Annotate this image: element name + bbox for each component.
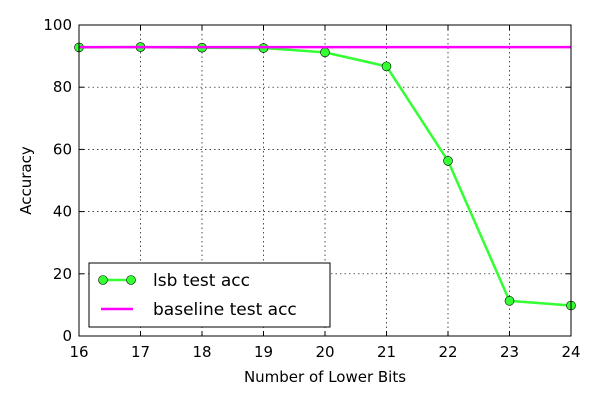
data-point-lsb	[504, 296, 515, 306]
legend-marker-lsb	[98, 275, 108, 285]
legend: lsb test acc baseline test acc	[88, 262, 331, 328]
x-tick-label: 18	[192, 343, 211, 361]
data-point-lsb	[443, 156, 453, 166]
y-tick-label: 60	[53, 140, 72, 158]
x-tick-label: 19	[254, 343, 273, 361]
x-tick-label: 17	[131, 343, 150, 361]
x-axis-ticks: 16 17 18 19 20 21 22 23 24	[69, 25, 581, 361]
legend-label-lsb: lsb test acc	[153, 271, 250, 291]
y-tick-label: 0	[62, 327, 72, 345]
data-point-lsb	[320, 47, 330, 58]
legend-marker-lsb	[126, 275, 136, 285]
y-axis-ticks: 0 20 40 60 80 100	[43, 16, 571, 345]
x-tick-label: 16	[69, 343, 88, 361]
series-layer	[74, 42, 576, 311]
y-tick-label: 100	[43, 16, 72, 34]
x-tick-label: 21	[377, 343, 396, 361]
y-tick-label: 20	[53, 265, 72, 283]
x-tick-label: 20	[315, 343, 334, 361]
legend-label-baseline: baseline test acc	[153, 300, 297, 320]
x-axis-label: Number of Lower Bits	[244, 368, 406, 386]
y-tick-label: 40	[53, 203, 72, 221]
x-tick-label: 24	[561, 343, 580, 361]
x-tick-label: 23	[500, 343, 519, 361]
legend-box	[88, 262, 331, 328]
y-axis-label: Accuracy	[17, 146, 35, 215]
y-tick-label: 80	[53, 78, 72, 96]
x-tick-label: 22	[438, 343, 457, 361]
data-point-lsb	[381, 61, 392, 72]
